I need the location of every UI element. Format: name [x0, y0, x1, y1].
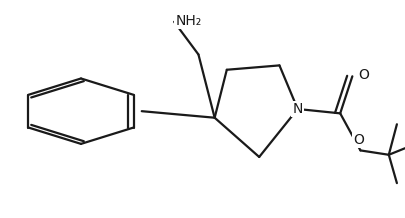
- Text: NH₂: NH₂: [175, 14, 201, 28]
- Text: N: N: [292, 102, 303, 116]
- Text: O: O: [358, 68, 369, 82]
- Text: O: O: [353, 133, 364, 146]
